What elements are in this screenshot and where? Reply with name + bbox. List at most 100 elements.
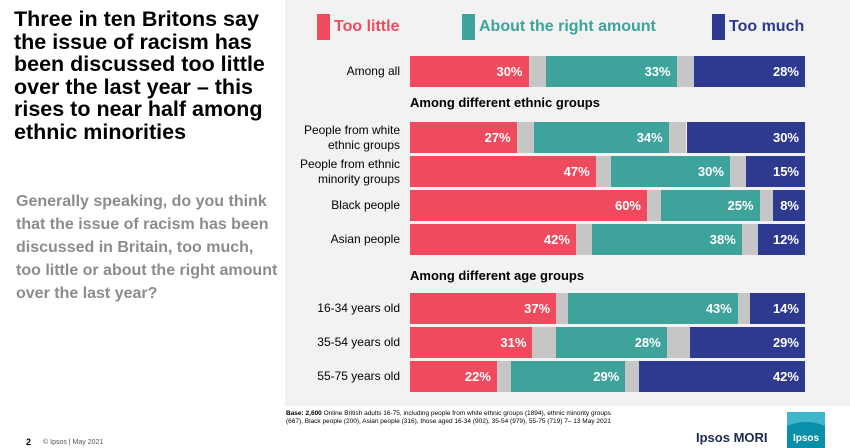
legend-too-little: Too little [317, 14, 399, 40]
data-label: 29% [593, 369, 620, 384]
data-label: 28% [634, 335, 661, 350]
bar-too-little: 37% [410, 293, 557, 324]
ipsos-logo: Ipsos [787, 412, 825, 448]
legend-too-much: Too much [712, 14, 804, 40]
bar-about-right: 29% [510, 361, 626, 392]
bar-dont-know [668, 122, 687, 153]
bar-about-right: 33% [546, 56, 677, 87]
data-label: 43% [705, 301, 732, 316]
data-label: 34% [636, 130, 663, 145]
bar-dont-know [737, 293, 750, 324]
category-label: People from ethnic minority groups [299, 156, 400, 186]
category-label: 16-34 years old [317, 301, 400, 315]
data-label: 30% [496, 64, 523, 79]
bar-dont-know [647, 190, 661, 221]
bar-too-much: 42% [639, 361, 805, 392]
bar-about-right: 28% [556, 327, 667, 358]
data-label: 33% [644, 64, 671, 79]
page-number: 2 [26, 437, 32, 447]
category-label: 35-54 years old [317, 335, 400, 349]
bar-row: 37% 43% 14% [410, 293, 805, 324]
footer: 2 © Ipsos | May 2021 [26, 437, 103, 447]
bar-dont-know [741, 224, 758, 255]
data-label: 42% [543, 232, 570, 247]
bar-too-little: 42% [410, 224, 576, 255]
base-note-count: 2,600 [305, 410, 322, 417]
bar-too-much: 28% [694, 56, 805, 87]
bar-dont-know [625, 361, 640, 392]
bar-dont-know [532, 327, 557, 358]
bar-too-little: 22% [410, 361, 497, 392]
bar-about-right: 43% [568, 293, 738, 324]
base-note-text: Online British adults 16-75, including p… [286, 410, 611, 425]
legend-swatch-too-much [712, 14, 725, 40]
bar-about-right: 38% [591, 224, 742, 255]
bar-too-little: 30% [410, 56, 529, 87]
data-label: 30% [772, 130, 799, 145]
bar-dont-know [516, 122, 535, 153]
bar-too-little: 31% [410, 327, 533, 358]
category-label: Among all [346, 64, 400, 78]
bar-row: 22% 29% 42% [410, 361, 805, 392]
brand-name: Ipsos MORI [696, 430, 768, 445]
category-label: Asian people [330, 232, 400, 246]
data-label: 29% [772, 335, 799, 350]
legend-label-too-little: Too little [334, 18, 400, 35]
logo-text: Ipsos [793, 433, 820, 444]
data-label: 15% [772, 164, 799, 179]
legend-label-too-much: Too much [729, 18, 805, 35]
bar-row: 31% 28% 29% [410, 327, 805, 358]
data-label: 8% [780, 198, 799, 213]
section-heading-age: Among different age groups [410, 268, 585, 283]
bar-too-much: 29% [690, 327, 805, 358]
data-label: 60% [614, 198, 641, 213]
data-label: 37% [524, 301, 551, 316]
bar-too-much: 14% [749, 293, 805, 324]
bar-row: 60% 25% 8% [410, 190, 805, 221]
bar-dont-know [729, 156, 746, 187]
bar-dont-know [575, 224, 592, 255]
bar-too-much: 8% [773, 190, 805, 221]
data-label: 42% [772, 369, 799, 384]
bar-too-little: 47% [410, 156, 596, 187]
bar-about-right: 34% [534, 122, 669, 153]
survey-question: Generally speaking, do you think that th… [16, 193, 278, 302]
bar-too-little: 27% [410, 122, 517, 153]
bar-row: 42% 38% 12% [410, 224, 805, 255]
category-label: Black people [331, 198, 400, 212]
base-note: Base: 2,600 Online British adults 16-75,… [286, 410, 616, 425]
bar-about-right: 30% [611, 156, 730, 187]
data-label: 25% [727, 198, 754, 213]
legend-about-right: About the right amount [462, 14, 656, 40]
bar-row: 30% 33% 28% [410, 56, 805, 87]
data-label: 31% [500, 335, 527, 350]
bar-too-much: 15% [745, 156, 805, 187]
bar-row: 47% 30% 15% [410, 156, 805, 187]
category-label: People from white ethnic groups [303, 122, 400, 152]
bar-row: 27% 34% 30% [410, 122, 805, 153]
data-label: 30% [697, 164, 724, 179]
bar-too-little: 60% [410, 190, 647, 221]
legend-swatch-about-right [462, 14, 475, 40]
bar-too-much: 12% [757, 224, 805, 255]
legend-swatch-too-little [317, 14, 330, 40]
bar-dont-know [666, 327, 691, 358]
bar-about-right: 25% [660, 190, 760, 221]
legend-label-about-right: About the right amount [479, 18, 656, 35]
bar-dont-know [496, 361, 511, 392]
bar-dont-know [556, 293, 568, 324]
data-label: 47% [563, 164, 590, 179]
data-label: 14% [772, 301, 799, 316]
data-label: 27% [484, 130, 511, 145]
category-label: 55-75 years old [317, 369, 400, 383]
bar-dont-know [759, 190, 774, 221]
data-label: 38% [709, 232, 736, 247]
copyright-text: © Ipsos | May 2021 [43, 438, 104, 446]
base-note-label: Base: [286, 410, 304, 417]
data-label: 28% [772, 64, 799, 79]
bar-dont-know [676, 56, 695, 87]
section-heading-ethnic: Among different ethnic groups [410, 95, 600, 110]
bar-dont-know [528, 56, 547, 87]
data-label: 12% [772, 232, 799, 247]
slide-headline: Three in ten Britons say the issue of ra… [14, 7, 265, 144]
